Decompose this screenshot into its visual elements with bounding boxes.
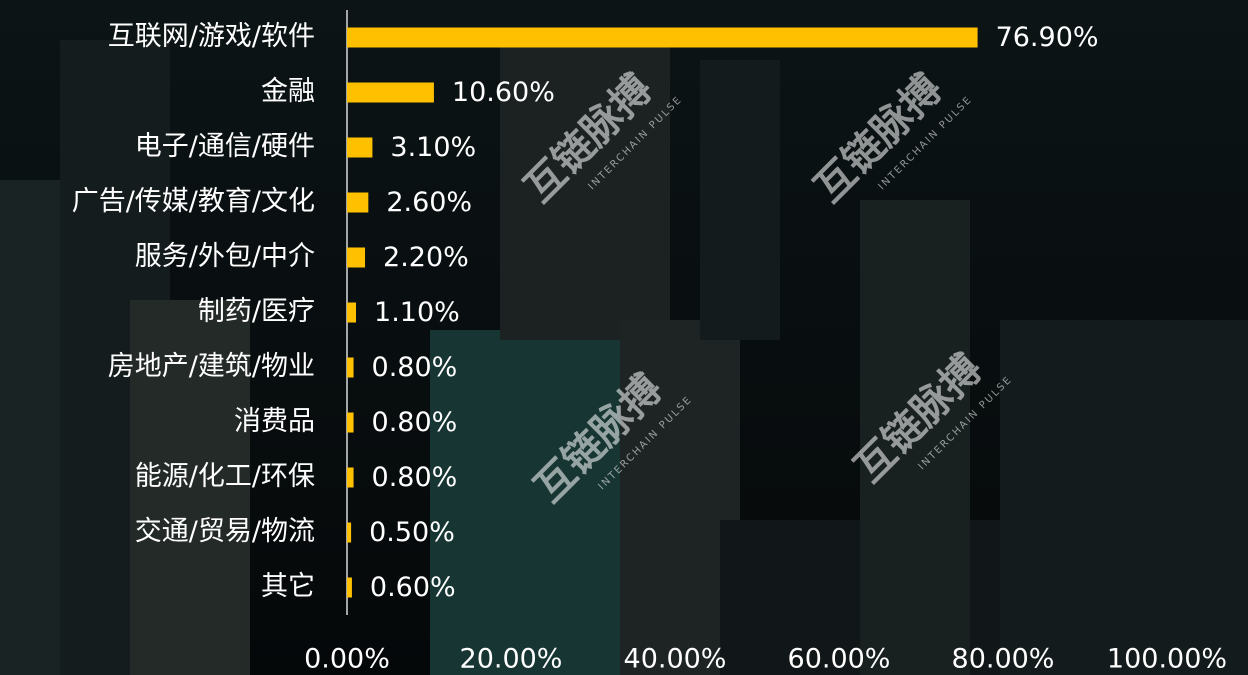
y-tick-label: 房地产/建筑/物业	[108, 351, 315, 382]
bar	[347, 27, 978, 48]
y-tick-label: 广告/传媒/教育/文化	[72, 186, 315, 217]
y-tick-label: 消费品	[234, 406, 315, 437]
value-label: 10.60%	[452, 77, 555, 108]
bar	[347, 192, 369, 213]
plot: 0.00% 20.00% 40.00% 60.00% 80.00% 100.00% 互联网/…	[72, 10, 1227, 675]
bar	[347, 467, 354, 488]
value-label: 1.10%	[374, 297, 460, 328]
value-label: 0.50%	[369, 517, 455, 548]
y-tick-label: 制药/医疗	[198, 296, 315, 327]
value-label: 0.80%	[372, 407, 458, 438]
y-tick-label: 能源/化工/环保	[135, 461, 315, 492]
x-tick-label: 40.00%	[624, 644, 727, 675]
x-tick-label: 60.00%	[788, 644, 891, 675]
y-tick-label: 交通/贸易/物流	[135, 516, 315, 547]
y-tick-label: 互联网/游戏/软件	[108, 21, 315, 52]
y-tick-label: 服务/外包/中介	[135, 241, 315, 272]
value-label: 0.60%	[370, 572, 456, 603]
x-tick-label: 0.00%	[304, 644, 390, 675]
bar	[347, 522, 352, 543]
bar	[347, 247, 366, 268]
bar	[347, 412, 354, 433]
x-tick-label: 20.00%	[460, 644, 563, 675]
value-label: 2.60%	[386, 187, 472, 218]
bar	[347, 577, 352, 598]
y-tick-label: 金融	[261, 76, 315, 107]
value-label: 0.80%	[372, 462, 458, 493]
bar	[347, 302, 357, 323]
value-label: 2.20%	[383, 242, 469, 273]
value-label: 76.90%	[996, 22, 1099, 53]
x-tick-label: 100.00%	[1107, 644, 1227, 675]
y-tick-label: 电子/通信/硬件	[135, 131, 315, 162]
y-tick-label: 其它	[261, 571, 315, 602]
x-tick-label: 80.00%	[952, 644, 1055, 675]
value-label: 0.80%	[372, 352, 458, 383]
bar	[347, 137, 373, 158]
value-label: 3.10%	[390, 132, 476, 163]
bar	[347, 82, 434, 103]
bar	[347, 357, 354, 378]
